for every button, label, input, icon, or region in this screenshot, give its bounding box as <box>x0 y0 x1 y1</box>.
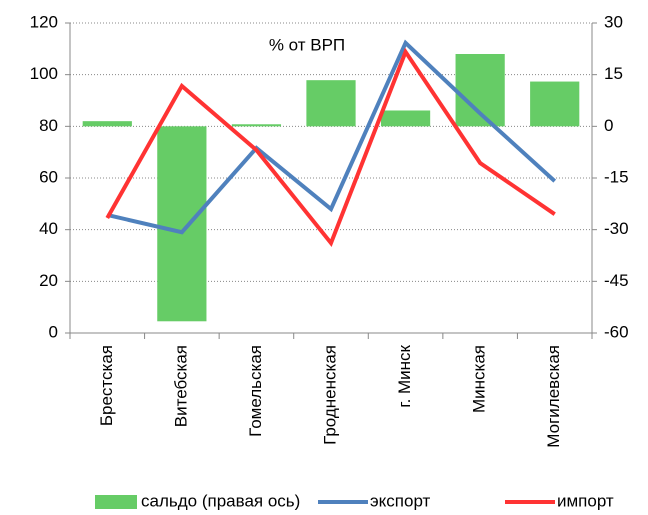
line <box>105 47 556 248</box>
y2-tick-label: -60 <box>604 322 629 341</box>
x-tick-label: г. Минск <box>395 344 414 407</box>
bar <box>380 110 431 127</box>
annotation: % от ВРП <box>269 35 345 54</box>
legend-label: сальдо (правая ось) <box>141 491 300 510</box>
x-tick-label: Могилевская <box>544 345 563 448</box>
y-tick-label: 120 <box>30 12 58 31</box>
bar <box>306 80 356 127</box>
bar <box>82 121 132 127</box>
y-tick-label: 20 <box>39 271 58 290</box>
y2-tick-label: -30 <box>604 219 629 238</box>
x-tick-label: Витебская <box>171 345 190 427</box>
legend-swatch <box>95 495 137 509</box>
bar <box>157 126 207 322</box>
x-tick-label: Гродненская <box>320 345 339 445</box>
y2-tick-label: -15 <box>604 167 629 186</box>
y2-tick-label: 15 <box>604 64 623 83</box>
x-tick-label: Гомельская <box>246 345 265 437</box>
y-tick-label: 40 <box>39 219 58 238</box>
line <box>106 39 557 235</box>
y2-tick-label: 0 <box>604 116 613 135</box>
y2-tick-label: -45 <box>604 271 629 290</box>
bar <box>231 124 282 127</box>
y-tick-label: 60 <box>39 167 58 186</box>
x-tick-label: Брестская <box>97 345 116 426</box>
legend-label: экспорт <box>370 491 431 510</box>
y2-tick-label: 30 <box>604 12 623 31</box>
y-tick-label: 80 <box>39 116 58 135</box>
x-tick-label: Минская <box>470 345 489 413</box>
legend-label: импорт <box>557 491 614 510</box>
y-tick-label: 100 <box>30 64 58 83</box>
y-tick-label: 0 <box>49 322 58 341</box>
bar <box>530 81 580 127</box>
